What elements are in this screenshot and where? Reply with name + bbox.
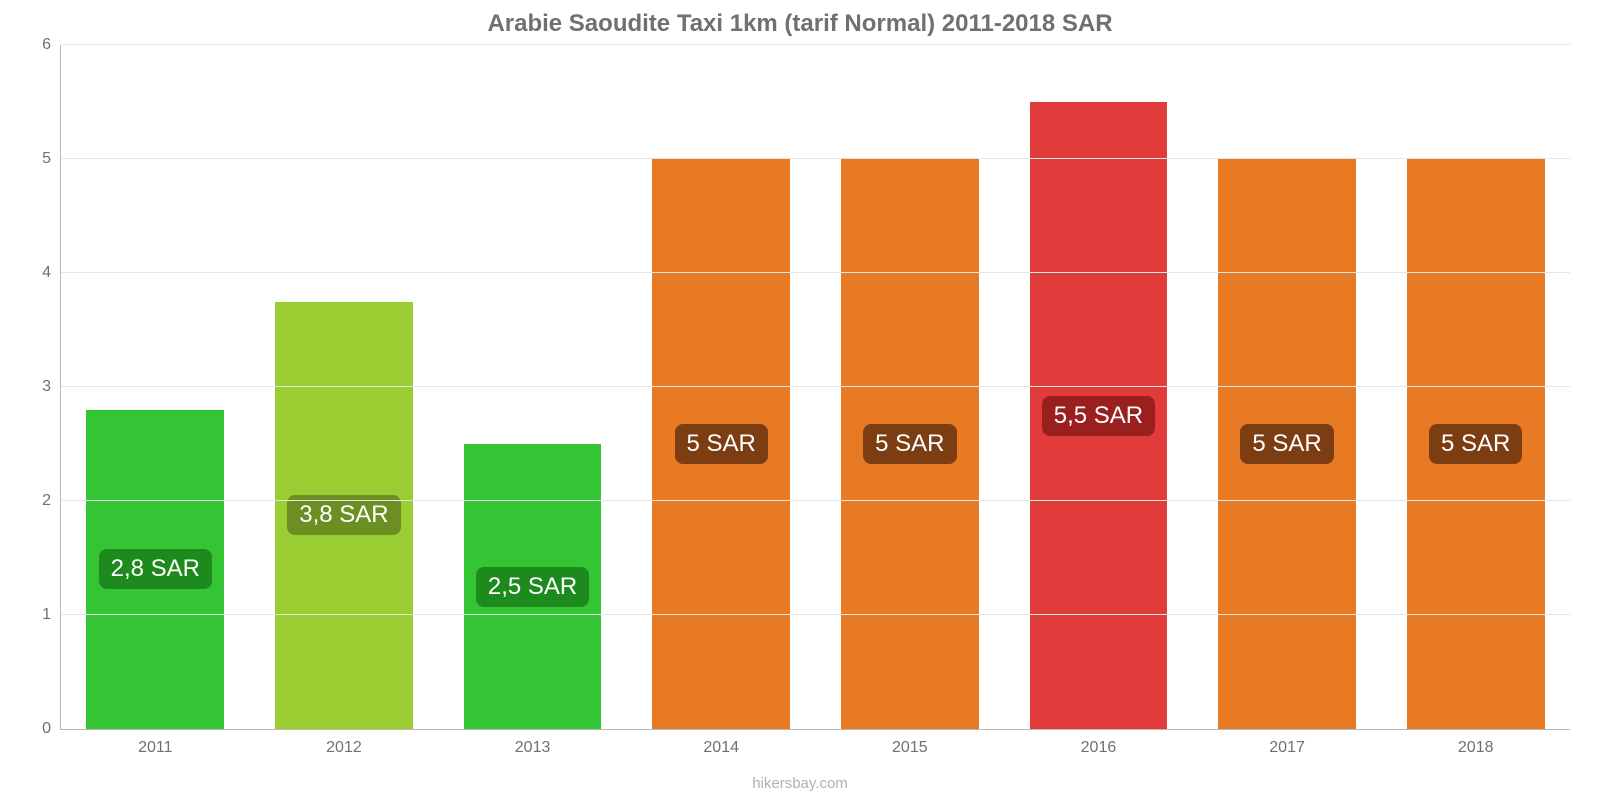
bar-value-label: 3,8 SAR — [287, 495, 400, 535]
gridline: 4 — [61, 272, 1570, 273]
x-tick-label: 2011 — [138, 729, 172, 757]
x-tick-label: 2012 — [326, 729, 362, 757]
gridline: 6 — [61, 44, 1570, 45]
bar-value-label: 5 SAR — [863, 424, 956, 464]
bar-slot: 5 SAR2018 — [1381, 45, 1570, 729]
gridline: 3 — [61, 386, 1570, 387]
x-tick-label: 2018 — [1458, 729, 1494, 757]
y-tick-label: 4 — [42, 264, 61, 282]
bar: 5 SAR — [652, 159, 790, 729]
x-tick-label: 2016 — [1081, 729, 1117, 757]
y-tick-label: 3 — [42, 378, 61, 396]
bar: 5,5 SAR — [1030, 102, 1168, 729]
bar-value-label: 5 SAR — [675, 424, 768, 464]
x-tick-label: 2017 — [1269, 729, 1305, 757]
bar: 5 SAR — [1218, 159, 1356, 729]
bar-slot: 5 SAR2017 — [1193, 45, 1382, 729]
y-tick-label: 1 — [42, 606, 61, 624]
bar-slot: 5,5 SAR2016 — [1004, 45, 1193, 729]
bar-value-label: 5 SAR — [1240, 424, 1333, 464]
y-tick-label: 2 — [42, 492, 61, 510]
bar-slot: 2,8 SAR2011 — [61, 45, 250, 729]
y-tick-label: 0 — [42, 720, 61, 738]
bar: 5 SAR — [841, 159, 979, 729]
bar: 2,8 SAR — [86, 410, 224, 729]
bar-slot: 3,8 SAR2012 — [250, 45, 439, 729]
bar-value-label: 2,5 SAR — [476, 567, 589, 607]
y-tick-label: 6 — [42, 36, 61, 54]
gridline: 0 — [61, 728, 1570, 729]
gridline: 2 — [61, 500, 1570, 501]
bar-value-label: 5 SAR — [1429, 424, 1522, 464]
gridline: 1 — [61, 614, 1570, 615]
bar-slot: 5 SAR2015 — [816, 45, 1005, 729]
gridline: 5 — [61, 158, 1570, 159]
bar: 5 SAR — [1407, 159, 1545, 729]
bar: 2,5 SAR — [464, 444, 602, 729]
y-tick-label: 5 — [42, 150, 61, 168]
bar-value-label: 5,5 SAR — [1042, 396, 1155, 436]
x-tick-label: 2013 — [515, 729, 551, 757]
chart-title: Arabie Saoudite Taxi 1km (tarif Normal) … — [0, 10, 1600, 38]
bar-slot: 2,5 SAR2013 — [438, 45, 627, 729]
plot-area: 2,8 SAR20113,8 SAR20122,5 SAR20135 SAR20… — [60, 45, 1570, 730]
bar-slot: 5 SAR2014 — [627, 45, 816, 729]
x-tick-label: 2015 — [892, 729, 928, 757]
bar: 3,8 SAR — [275, 302, 413, 730]
bars-container: 2,8 SAR20113,8 SAR20122,5 SAR20135 SAR20… — [61, 45, 1570, 729]
source-attribution: hikersbay.com — [0, 775, 1600, 792]
x-tick-label: 2014 — [703, 729, 739, 757]
bar-value-label: 2,8 SAR — [99, 549, 212, 589]
